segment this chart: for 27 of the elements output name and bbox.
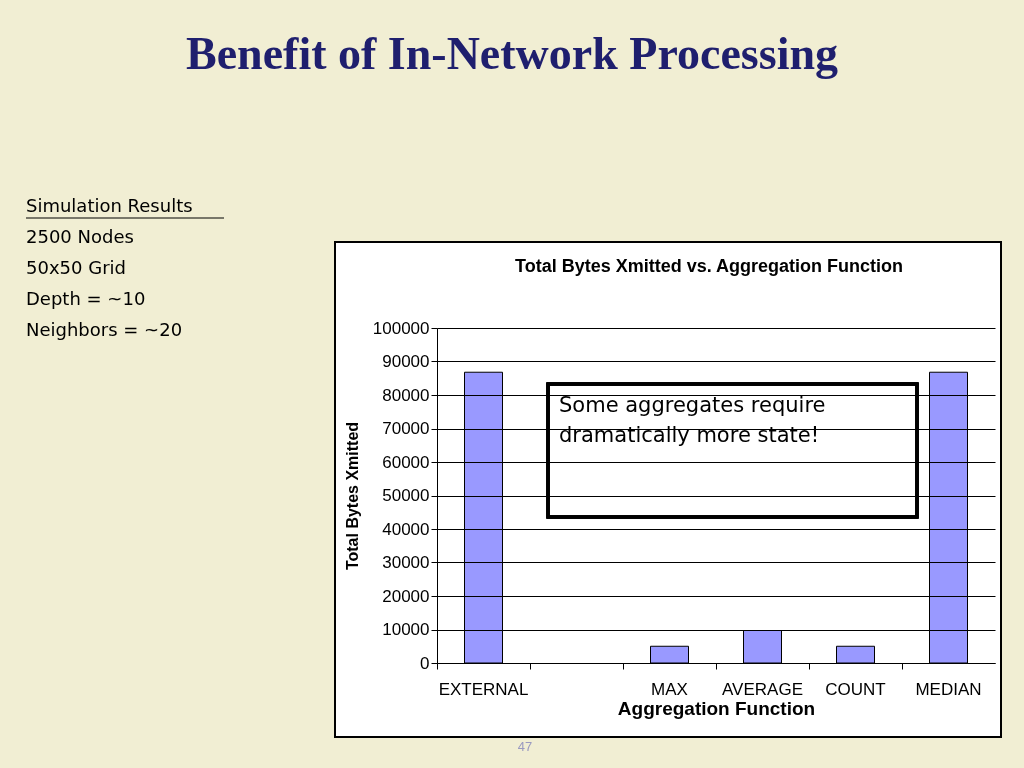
y-tick-label: 30000 [382,553,430,572]
chart-subtitle: Total Bytes Xmitted vs. Aggregation Function [514,256,904,276]
y-axis-title: Total Bytes Xmitted [343,421,361,571]
x-tick-label: MEDIAN [915,679,982,699]
x-tick-label: MAX [651,679,688,699]
y-tick-label: 60000 [382,452,430,472]
x-tick-label: EXTERNAL [438,679,529,699]
chart-title: Benefit of In-Network Processing [186,28,838,79]
y-tick-label: 0 [420,653,430,673]
y-tick-label: 90000 [382,352,430,371]
text: 47 [517,739,533,754]
y-tick-label: 80000 [382,385,430,405]
annotation: Some aggregates require dramatically more state! [559,393,826,447]
text: Depth = ~10 [26,288,146,309]
x-axis-title: Aggregation Function [617,697,816,719]
y-tick-label: 20000 [382,586,430,606]
text: 2500 Nodes [26,226,134,247]
y-tick-label: 10000 [382,620,430,639]
y-tick-label: 100000 [372,318,430,338]
x-tick-label: AVERAGE [722,679,803,699]
text: Simulation Results [26,195,193,216]
x-tick-label: COUNT [825,679,886,699]
text: 50x50 Grid [26,257,126,278]
text: Neighbors = ~20 [26,319,183,340]
y-tick-label: 50000 [382,486,430,505]
y-tick-label: 40000 [382,519,430,539]
y-tick-label: 70000 [382,419,430,438]
